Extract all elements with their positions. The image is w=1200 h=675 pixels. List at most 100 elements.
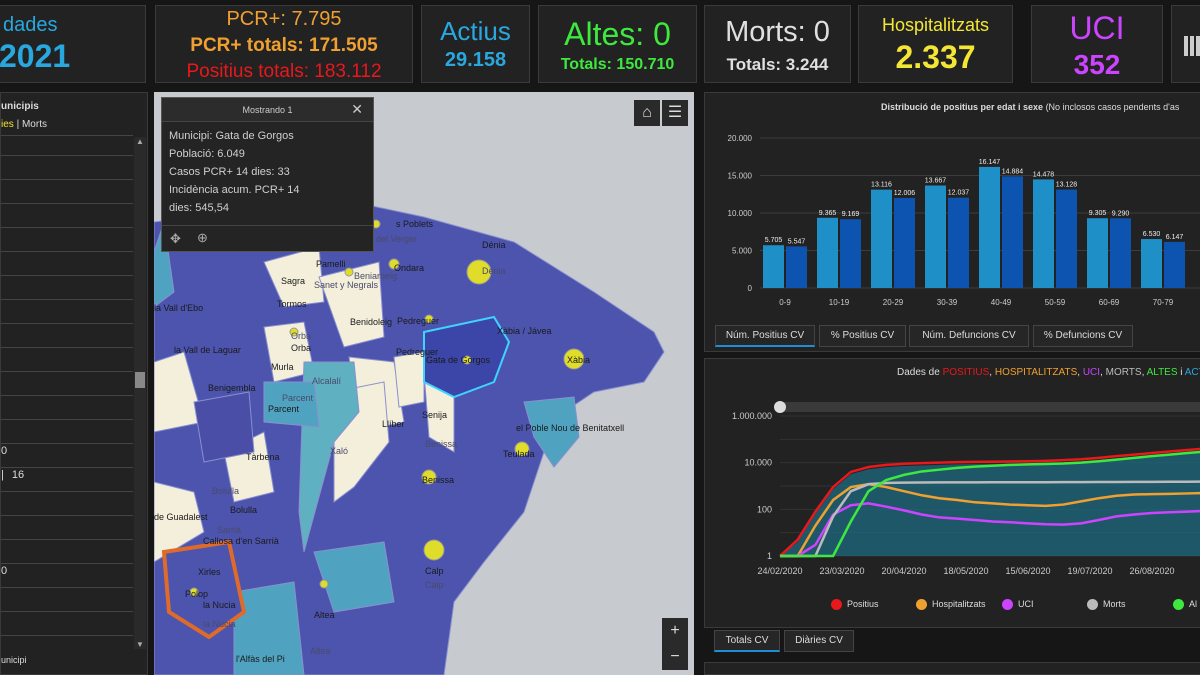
date-label: dades	[3, 14, 58, 36]
y-tick-label: 10.000	[744, 458, 772, 468]
scroll-down-arrow[interactable]: ▼	[136, 640, 144, 649]
bar-value-label: 9.365	[819, 210, 837, 217]
bar	[948, 197, 969, 288]
legend-uci[interactable]: UCI	[1002, 599, 1034, 611]
tab-morts[interactable]: Morts	[21, 119, 47, 130]
tab-pct-defuncions[interactable]: % Defuncions CV	[1033, 325, 1133, 347]
row-divider	[1, 587, 133, 588]
map-label: Sagra	[281, 276, 306, 286]
bar-chart-title-bold: Distribució de positius per edat i sexe	[881, 102, 1044, 112]
map-label: Dénia	[482, 240, 506, 250]
lc-title-altes: ALTES	[1146, 367, 1178, 378]
uci-card: UCI 352	[1031, 5, 1163, 83]
row-divider	[1, 323, 133, 324]
case-bubble	[289, 327, 299, 337]
bar	[1033, 179, 1054, 288]
lc-title-positius: POSITIUS	[942, 367, 990, 378]
zoom-out-button[interactable]: −	[662, 644, 688, 670]
hosp-card: Hospitalitzats 2.337	[858, 5, 1013, 83]
bar-value-label: 9.169	[842, 211, 860, 218]
map-label: Xàbia	[567, 355, 591, 365]
morts-card: Morts: 0 Totals: 3.244	[704, 5, 851, 83]
tab-pct-positius[interactable]: % Positius CV	[819, 325, 906, 347]
bar-value-label: 6.147	[1166, 234, 1184, 241]
legend-altes[interactable]: Al	[1173, 599, 1197, 611]
tab-num-defuncions[interactable]: Núm. Defuncions CV	[909, 325, 1029, 347]
scroll-thumb[interactable]	[135, 372, 145, 388]
panel-scrollbar[interactable]: ▲ ▼	[134, 137, 146, 649]
map-label: Calp	[425, 580, 444, 590]
popup-line: Població: 6.049	[169, 148, 245, 160]
altes-label: Altes: 0	[564, 16, 671, 52]
tab-num-positius[interactable]: Núm. Positius CV	[715, 325, 815, 347]
case-bubble	[423, 539, 445, 561]
panel-footer: unicipi	[1, 655, 27, 665]
case-bubble	[421, 469, 437, 485]
map-label: Orba	[291, 343, 312, 353]
map-label: Orba	[291, 331, 312, 341]
bar	[1002, 176, 1023, 288]
map-label: Polop	[185, 589, 209, 599]
time-slider-track[interactable]	[780, 402, 1200, 412]
map-label: Pamelli	[316, 259, 346, 269]
y-tick-label: 5.000	[732, 247, 753, 256]
bar-value-label: 13.128	[1056, 182, 1078, 189]
map-label: el Poble Nou de Benitatxell	[516, 423, 625, 433]
zoom-in-button[interactable]: +	[662, 618, 688, 644]
map-label: Benissa	[422, 475, 455, 485]
pan-icon[interactable]: ✥	[170, 231, 181, 246]
case-bubble	[344, 267, 354, 277]
legend-label: Positius	[847, 599, 879, 609]
map-label: Senija	[422, 410, 448, 420]
row-divider	[1, 443, 133, 444]
legend-morts[interactable]: Morts	[1087, 599, 1126, 611]
map-label: Benigembla	[208, 383, 256, 393]
bar	[1110, 218, 1131, 288]
bar-value-label: 5.705	[765, 237, 783, 244]
bar-value-label: 13.667	[925, 177, 947, 184]
map-label: s Poblets	[396, 219, 434, 229]
y-tick-label: 100	[757, 504, 772, 514]
map-label: Parcent	[268, 404, 300, 414]
muni-light	[393, 351, 425, 408]
map-label: Beniarbeig	[354, 271, 398, 281]
map-label: de Guadalest	[154, 512, 208, 522]
home-button[interactable]: ⌂	[634, 100, 660, 126]
y-tick-label: 1	[767, 551, 772, 561]
legend-positius[interactable]: Positius	[831, 599, 879, 611]
case-bubble	[514, 441, 530, 457]
zoom-to-icon[interactable]: ⊕	[197, 230, 208, 245]
municipis-panel: unicipis ies | Morts 0 | 16 0	[0, 92, 148, 675]
date-year: 2021	[0, 38, 71, 74]
bar-value-label: 6.530	[1143, 231, 1161, 238]
pcr-card: PCR+: 7.795 PCR+ totals: 171.505 Positiu…	[155, 5, 413, 83]
series-line	[780, 482, 1200, 558]
bar-value-label: 12.037	[948, 190, 970, 197]
close-icon[interactable]: ✕	[351, 101, 363, 117]
map-label: la Vall de Laguar	[174, 345, 241, 355]
lc-title-actius: ACTI	[1184, 367, 1200, 378]
legend-hosp[interactable]: Hospitalitzats	[916, 599, 986, 611]
hosp-value: 2.337	[895, 39, 976, 75]
municipis-title: unicipis	[1, 101, 39, 112]
case-bubble	[424, 314, 434, 324]
tab-diaries[interactable]: Diàries CV	[784, 630, 854, 652]
row-divider	[1, 515, 133, 516]
tab-totals[interactable]: Totals CV	[714, 630, 780, 652]
layer-list-button[interactable]: ☰	[662, 100, 688, 126]
line-chart-panel: Dades de POSITIUS, HOSPITALITZATS, UCI, …	[704, 358, 1200, 628]
x-tick-label: 20/04/2020	[881, 566, 926, 576]
row-divider	[1, 611, 133, 612]
map-label: Teulada	[503, 449, 535, 459]
time-slider-handle[interactable]	[774, 401, 786, 413]
bar	[817, 217, 838, 288]
info-popup: Mostrando 1 ✕ Municipi: Gata de Gorgos P…	[161, 97, 374, 252]
bar	[1056, 189, 1077, 288]
tab-positius[interactable]: ies	[1, 119, 14, 130]
map-label: Bolulla	[212, 486, 240, 496]
date-card: dades 2021	[0, 5, 146, 83]
bar	[840, 219, 861, 288]
row-value-2: 16	[11, 469, 25, 481]
legend-dot-icon	[1087, 599, 1098, 611]
scroll-up-arrow[interactable]: ▲	[136, 137, 144, 146]
